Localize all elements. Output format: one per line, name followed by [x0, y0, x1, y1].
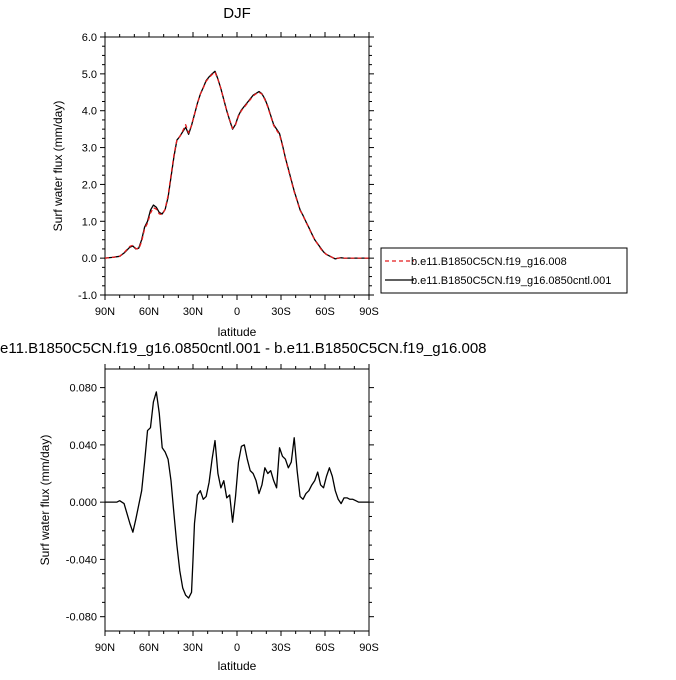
bottom-x-tick-label: 30S: [271, 642, 291, 654]
top-x-tick-label: 30S: [271, 306, 291, 318]
bottom-y-tick-label: 0.080: [69, 383, 97, 395]
top-x-axis-label: latitude: [218, 325, 257, 339]
bottom-x-tick-label: 90N: [95, 642, 115, 654]
bottom-y-tick-label: 0.000: [69, 497, 97, 509]
bottom-series-line-1: [105, 391, 369, 599]
top-x-tick-label: 60N: [139, 306, 159, 318]
bottom-y-tick-label: -0.080: [66, 612, 97, 624]
bottom-x-axis-label: latitude: [218, 659, 257, 673]
bottom-y-axis-label: Surf water flux (mm/day): [38, 435, 52, 566]
top-y-tick-label: 4.0: [82, 106, 97, 118]
top-plot-area: 90N 60N 30N 0 30S 60S 90S -1.0 0.0 1.0 2.0 3.0 4.0 5.…: [78, 32, 379, 318]
top-x-tick-label: 30N: [183, 306, 203, 318]
top-y-tick-label: 0.0: [82, 253, 97, 265]
bottom-x-tick-label: 60N: [139, 642, 159, 654]
top-x-tick-label: 0: [234, 306, 240, 318]
top-y-tick-label: 5.0: [82, 69, 97, 81]
bottom-panel: b.e11.B1850C5CN.f19_g16.0850cntl.001 - b…: [0, 340, 486, 673]
top-y-tick-label: 2.0: [82, 179, 97, 191]
top-y-tick-label: -1.0: [78, 290, 97, 302]
bottom-x-tick-label: 0: [234, 642, 240, 654]
top-y-tick-label: 3.0: [82, 143, 97, 155]
legend-label-series-2: b.e11.B1850C5CN.f19_g16.0850cntl.001: [411, 275, 611, 287]
top-series-line-1: [104, 71, 369, 260]
legend: b.e11.B1850C5CN.f19_g16.008 b.e11.B1850C…: [380, 247, 628, 294]
bottom-plot-frame: [104, 368, 370, 632]
bottom-chart-title: b.e11.B1850C5CN.f19_g16.0850cntl.001 - b…: [0, 340, 486, 357]
legend-box: [380, 247, 628, 294]
top-y-axis-label: Surf water flux (mm/day): [51, 101, 65, 232]
bottom-plot-area: 90N 60N 30N 0 30S 60S 90S -0.080 -0.040 0.000 0.04…: [66, 364, 379, 654]
top-chart-title: DJF: [223, 5, 251, 22]
bottom-x-tick-label: 30N: [183, 642, 203, 654]
bottom-x-tick-label: 60S: [315, 642, 335, 654]
top-y-tick-label: 6.0: [82, 32, 97, 44]
top-x-tick-label: 60S: [315, 306, 335, 318]
top-x-tick-label: 90N: [95, 306, 115, 318]
bottom-y-tick-label: -0.040: [66, 554, 97, 566]
top-panel: DJF 90N 60N 30N 0 30S 60S 90S -1.0 0.0 1.0 2.0 3.0 4…: [51, 5, 379, 339]
bottom-y-tick-label: 0.040: [69, 440, 97, 452]
legend-label-series-1: b.e11.B1850C5CN.f19_g16.008: [411, 256, 567, 268]
bottom-x-tick-label: 90S: [359, 642, 379, 654]
top-y-tick-label: 1.0: [82, 216, 97, 228]
top-x-tick-label: 90S: [359, 306, 379, 318]
